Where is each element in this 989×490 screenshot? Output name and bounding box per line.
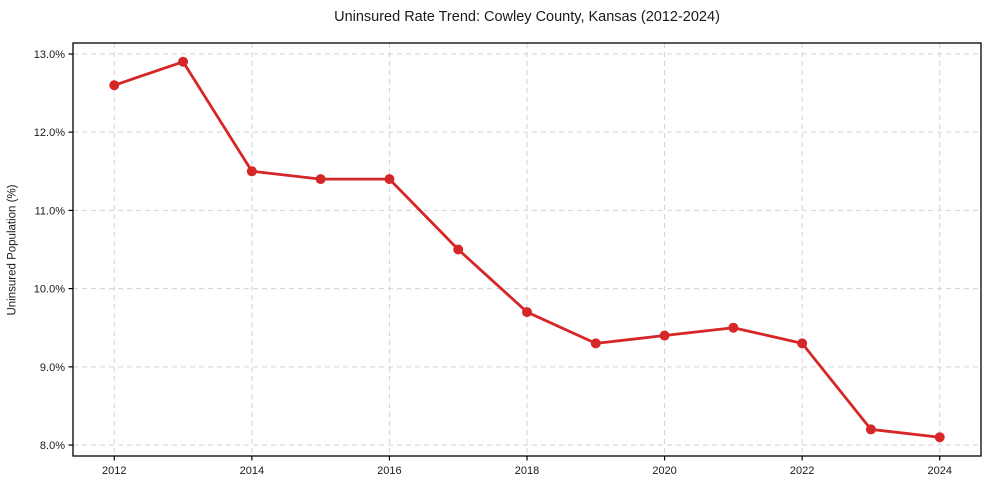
chart-title: Uninsured Rate Trend: Cowley County, Kan… — [334, 9, 720, 25]
y-tick-label: 8.0% — [40, 440, 65, 452]
x-tick-label: 2014 — [240, 465, 264, 477]
x-tick-label: 2012 — [102, 465, 126, 477]
data-point-2022 — [797, 338, 808, 349]
y-tick-label: 10.0% — [34, 284, 65, 296]
y-tick-label: 13.0% — [34, 49, 65, 61]
data-point-2015 — [315, 174, 326, 185]
x-tick-label: 2024 — [927, 465, 951, 477]
x-tick-label: 2018 — [515, 465, 539, 477]
x-tick-label: 2020 — [652, 465, 676, 477]
data-point-2018 — [522, 307, 532, 318]
data-point-2023 — [865, 424, 876, 435]
data-point-2013 — [178, 56, 189, 67]
data-point-2012 — [109, 80, 120, 91]
y-tick-label: 11.0% — [35, 205, 66, 217]
x-tick-label: 2016 — [377, 465, 401, 477]
data-point-2019 — [590, 338, 601, 349]
data-point-2017 — [453, 244, 464, 255]
data-point-2014 — [246, 166, 257, 177]
y-tick-label: 12.0% — [34, 127, 65, 139]
data-point-2024 — [934, 432, 945, 443]
data-point-2020 — [659, 330, 670, 341]
y-tick-label: 9.0% — [40, 362, 65, 374]
data-point-2016 — [384, 174, 395, 185]
x-tick-label: 2022 — [790, 465, 814, 477]
data-point-2021 — [728, 322, 739, 333]
